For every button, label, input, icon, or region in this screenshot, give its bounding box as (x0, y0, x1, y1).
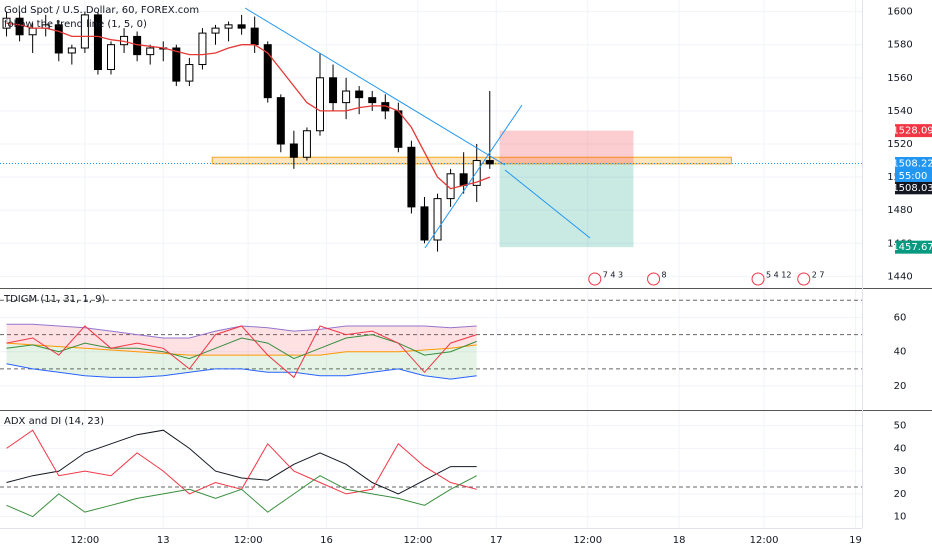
marks (0, 11, 862, 518)
event-icon (751, 272, 765, 286)
y-tick-label: 1600 (887, 7, 912, 18)
price-label-bg (895, 181, 932, 195)
y-tick-label: 1520 (887, 139, 912, 150)
countdown: 55:00 (899, 171, 928, 182)
candle-body (459, 173, 468, 186)
y-tick-label: 40 (894, 347, 907, 358)
indicator-line (6, 342, 477, 356)
candle-body (93, 14, 102, 71)
candle-body (172, 47, 181, 82)
x-tick-label: 12:00 (70, 535, 99, 546)
candle-body (54, 24, 63, 54)
candle-body (355, 90, 364, 99)
x-tick-label: 12:00 (234, 535, 263, 546)
pane-title: ADX and DI (14, 23) (4, 416, 104, 427)
y-tick-label: 1540 (887, 106, 912, 117)
y-tick-label: 50 (894, 421, 907, 432)
chart-title: Gold Spot / U.S. Dollar, 60, FOREX.com (4, 5, 199, 16)
x-tick-label: 18 (673, 535, 686, 546)
y-tick-label: 40 (894, 443, 907, 454)
candle-body (67, 47, 76, 54)
trend-line (244, 7, 506, 166)
candle-body (15, 17, 24, 36)
y-tick-label: 20 (894, 489, 907, 500)
candle-body (146, 47, 155, 56)
y-tick-label: 60 (894, 312, 907, 323)
y-tick-label: 30 (894, 466, 907, 477)
trend-line (424, 104, 523, 249)
candle-body (263, 44, 272, 99)
x-tick-label: 12:00 (750, 535, 779, 546)
candle-body (394, 110, 403, 148)
target-zone (499, 163, 634, 248)
x-tick-label: 13 (157, 535, 170, 546)
y-tick-label: 20 (894, 381, 907, 392)
candle-body (302, 130, 311, 158)
band-fill (6, 324, 477, 356)
candle-body (329, 77, 338, 104)
event-label: 5 4 12 (766, 271, 791, 280)
grid (0, 0, 862, 528)
price-label-bg (895, 156, 932, 170)
y-tick-label: 10 (894, 512, 907, 523)
event-icon (588, 272, 602, 286)
moving-average (6, 22, 491, 190)
stop-zone (499, 130, 634, 164)
candle-body (276, 97, 285, 145)
y-tick-label: 1580 (887, 40, 912, 51)
event-label: 7 4 3 (603, 271, 623, 280)
trend-line (504, 169, 591, 239)
y-tick-label: 1560 (887, 73, 912, 84)
candle-body (315, 77, 324, 132)
candle-body (198, 32, 207, 66)
countdown-bg (895, 169, 932, 182)
candle-body (342, 90, 351, 104)
x-tick-label: 19 (849, 535, 862, 546)
candle-body (433, 198, 442, 241)
candle-body (485, 160, 494, 165)
y-tick-label: 1480 (887, 205, 912, 216)
price-label-bg (895, 240, 932, 254)
candle-body (420, 206, 429, 241)
pane-title: TDIGM (11, 31, 1, 9) (3, 294, 105, 305)
candle-body (289, 143, 298, 158)
candle-body (368, 97, 377, 104)
candle-body (237, 24, 246, 29)
candle-body (407, 146, 416, 208)
candle-body (185, 64, 194, 82)
indicator-line (6, 475, 477, 518)
candle-body (224, 24, 233, 29)
x-tick-label: 16 (320, 535, 333, 546)
indicator-line (6, 429, 477, 495)
x-tick-label: 17 (490, 535, 503, 546)
candle-body (250, 27, 259, 46)
x-tick-label: 12:00 (404, 535, 433, 546)
x-tick-label: 12:00 (573, 535, 602, 546)
chart-subtitle: follow the trend line (1, 5, 0) (4, 19, 147, 30)
zone (211, 156, 732, 165)
indicator-line (6, 363, 477, 380)
candle-body (211, 27, 220, 34)
indicator-line (6, 325, 477, 379)
candle-body (472, 160, 481, 186)
candle-body (80, 14, 89, 49)
event-icon (647, 272, 661, 286)
price-label: 1457.67 (892, 242, 932, 253)
candle-body (107, 44, 116, 71)
y-tick-label: 1440 (887, 271, 912, 282)
event-label: 2 7 (812, 271, 825, 280)
price-label: 1508.22 (892, 158, 932, 169)
event-label: 8 (662, 271, 667, 280)
price-label: 1528.09 (892, 126, 932, 137)
event-icon (797, 272, 811, 286)
price-label-bg (895, 124, 932, 138)
price-label: 1508.03 (892, 183, 932, 194)
